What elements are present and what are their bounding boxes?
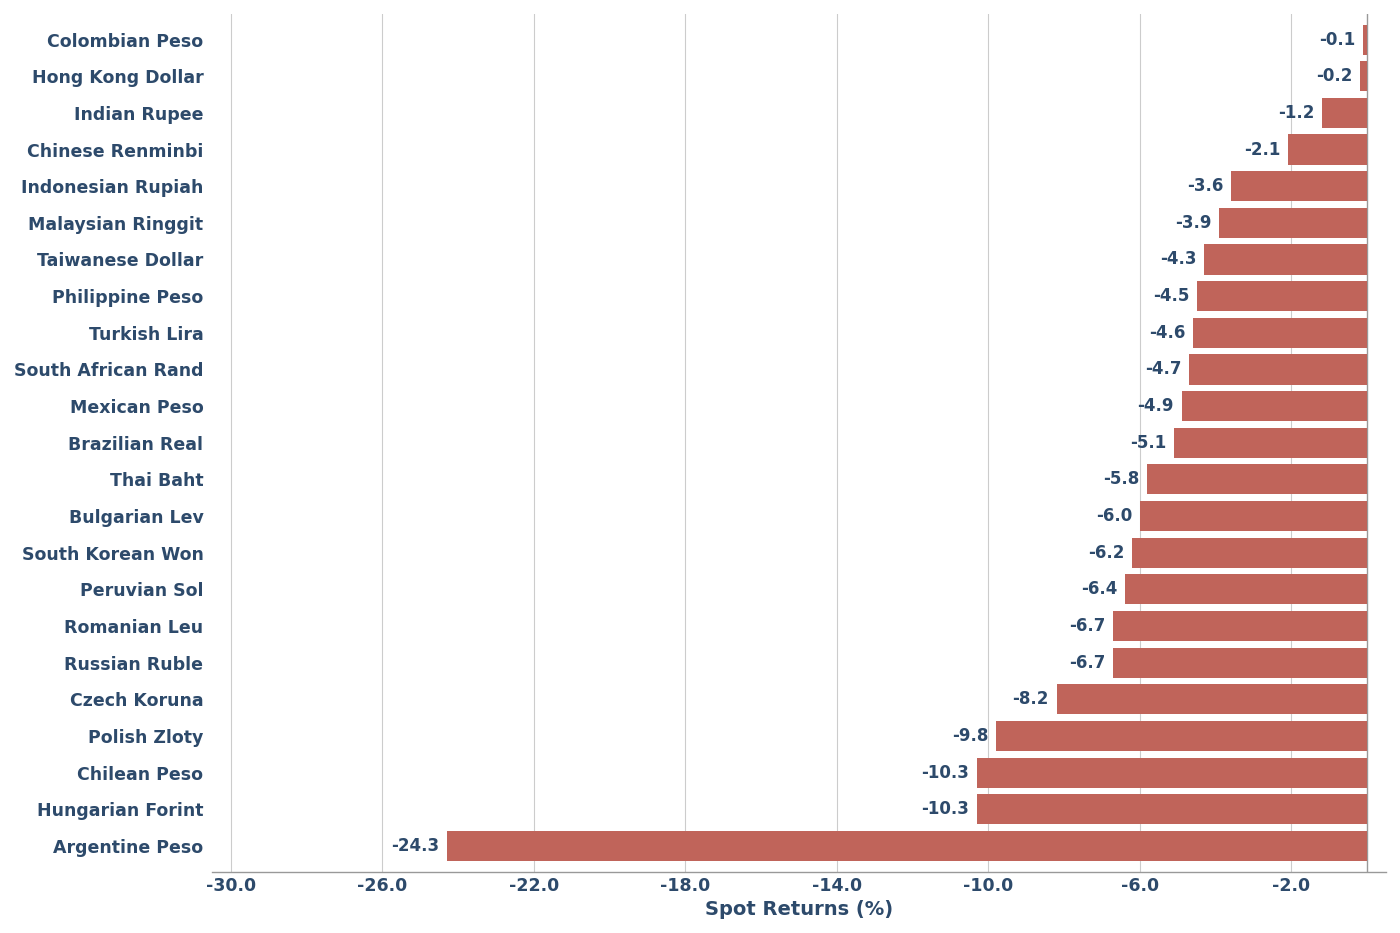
Bar	[977, 794, 1368, 825]
Text: -9.8: -9.8	[952, 727, 988, 745]
Text: -6.7: -6.7	[1070, 617, 1106, 635]
Bar	[1204, 244, 1368, 274]
Bar	[1322, 98, 1368, 128]
Bar	[1182, 391, 1368, 421]
Bar	[1193, 318, 1368, 348]
Text: -4.7: -4.7	[1145, 360, 1182, 379]
Bar	[1113, 611, 1368, 641]
Text: -4.3: -4.3	[1161, 250, 1197, 269]
Bar	[1197, 281, 1368, 312]
Text: -2.1: -2.1	[1243, 141, 1280, 159]
Text: -6.4: -6.4	[1081, 580, 1117, 598]
Text: -8.2: -8.2	[1012, 690, 1049, 708]
Text: -3.6: -3.6	[1187, 177, 1224, 195]
Text: -3.9: -3.9	[1176, 214, 1212, 231]
Bar	[1189, 355, 1368, 384]
Text: -1.2: -1.2	[1278, 104, 1315, 122]
Bar	[1057, 685, 1368, 715]
Text: -4.9: -4.9	[1137, 397, 1175, 415]
Bar	[1133, 537, 1368, 568]
Text: -0.2: -0.2	[1316, 67, 1352, 85]
Bar	[1113, 648, 1368, 677]
Text: -5.1: -5.1	[1130, 434, 1166, 452]
Bar	[1364, 24, 1368, 54]
Bar	[1231, 171, 1368, 202]
Bar	[1219, 208, 1368, 238]
X-axis label: Spot Returns (%): Spot Returns (%)	[704, 900, 893, 919]
Text: -10.3: -10.3	[921, 764, 969, 782]
Text: -6.0: -6.0	[1096, 508, 1133, 525]
Text: -4.6: -4.6	[1149, 324, 1186, 341]
Text: -0.1: -0.1	[1320, 31, 1355, 49]
Bar	[977, 758, 1368, 787]
Text: -5.8: -5.8	[1103, 470, 1140, 489]
Text: -24.3: -24.3	[391, 837, 440, 855]
Text: -6.7: -6.7	[1070, 654, 1106, 672]
Bar	[995, 721, 1368, 751]
Text: -4.5: -4.5	[1152, 287, 1189, 305]
Bar	[1124, 575, 1368, 605]
Bar	[1140, 501, 1368, 531]
Bar	[1359, 62, 1368, 91]
Bar	[1148, 465, 1368, 494]
Bar	[1288, 134, 1368, 164]
Bar	[1175, 427, 1368, 458]
Text: -6.2: -6.2	[1088, 544, 1124, 562]
Text: -10.3: -10.3	[921, 801, 969, 818]
Bar	[447, 831, 1368, 861]
